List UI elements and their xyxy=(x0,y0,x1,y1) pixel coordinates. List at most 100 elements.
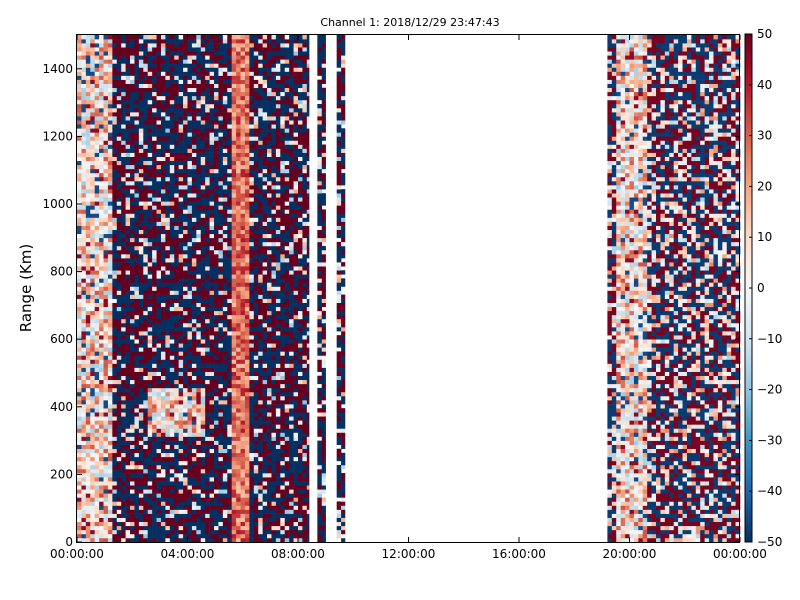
heatmap-cell xyxy=(156,513,162,518)
heatmap-cell xyxy=(143,314,149,320)
heatmap-cell xyxy=(81,440,87,445)
heatmap-cell xyxy=(130,440,135,445)
heatmap-cell xyxy=(143,262,149,267)
heatmap-cell xyxy=(116,249,122,255)
heatmap-cell xyxy=(160,521,166,527)
heatmap-cell xyxy=(200,497,206,502)
heatmap-cell xyxy=(125,201,131,206)
heatmap-cell xyxy=(90,387,95,393)
heatmap-cell xyxy=(99,420,104,425)
heatmap-cell xyxy=(81,468,87,474)
heatmap-cell xyxy=(236,440,241,445)
heatmap-cell xyxy=(165,217,171,222)
heatmap-cell xyxy=(227,47,232,52)
heatmap-cell xyxy=(218,51,224,56)
heatmap-cell xyxy=(244,440,250,445)
heatmap-cell xyxy=(200,428,206,433)
heatmap-cell xyxy=(191,201,197,206)
heatmap-cell xyxy=(99,351,104,356)
heatmap-cell xyxy=(174,537,179,543)
heatmap-cell xyxy=(81,75,87,80)
heatmap-cell xyxy=(222,400,228,405)
heatmap-cell xyxy=(81,355,87,360)
heatmap-cell xyxy=(187,164,193,170)
heatmap-cell xyxy=(138,144,144,149)
heatmap-cell xyxy=(94,189,100,194)
heatmap-cell xyxy=(240,493,246,498)
heatmap-cell xyxy=(240,339,246,344)
heatmap-cell xyxy=(125,529,131,535)
heatmap-cell xyxy=(174,428,179,433)
heatmap-cell xyxy=(183,63,188,68)
heatmap-cell xyxy=(222,95,228,101)
heatmap-cell xyxy=(191,464,197,470)
heatmap-cell xyxy=(156,339,162,344)
heatmap-cell xyxy=(125,383,131,389)
heatmap-cell xyxy=(209,217,215,222)
heatmap-cell xyxy=(222,302,228,308)
heatmap-cell xyxy=(178,274,184,279)
heatmap-cell xyxy=(130,225,135,230)
heatmap-cell xyxy=(236,144,241,149)
heatmap-cell xyxy=(240,241,246,247)
heatmap-cell xyxy=(156,529,162,535)
heatmap-cell xyxy=(134,517,140,523)
heatmap-cell xyxy=(209,274,215,279)
heatmap-cell xyxy=(94,71,100,76)
heatmap-cell xyxy=(125,387,131,393)
heatmap-cell xyxy=(112,282,118,287)
heatmap-cell xyxy=(209,245,215,251)
heatmap-cell xyxy=(165,95,171,101)
heatmap-cell xyxy=(130,172,135,178)
heatmap-cell xyxy=(244,509,250,514)
heatmap-cell xyxy=(107,408,113,413)
heatmap-cell xyxy=(209,310,215,316)
heatmap-cell xyxy=(187,278,193,283)
heatmap-cell xyxy=(90,99,95,105)
heatmap-cell xyxy=(94,172,100,178)
heatmap-cell xyxy=(112,108,118,113)
heatmap-cell xyxy=(99,424,104,429)
heatmap-cell xyxy=(138,424,144,429)
heatmap-cell xyxy=(160,395,166,401)
heatmap-cell xyxy=(130,233,135,239)
heatmap-cell xyxy=(218,176,224,182)
heatmap-cell xyxy=(174,241,179,247)
heatmap-cell xyxy=(125,35,131,40)
heatmap-cell xyxy=(81,452,87,458)
heatmap-cell xyxy=(244,47,250,52)
heatmap-cell xyxy=(169,379,175,385)
heatmap-cell xyxy=(85,67,91,72)
heatmap-cell xyxy=(112,424,118,429)
heatmap-cell xyxy=(178,120,184,125)
heatmap-cell xyxy=(205,209,210,214)
heatmap-cell xyxy=(231,160,237,166)
heatmap-cell xyxy=(121,383,126,389)
heatmap-cell xyxy=(218,241,224,247)
heatmap-cell xyxy=(160,335,166,340)
heatmap-cell xyxy=(174,176,179,182)
heatmap-cell xyxy=(244,363,250,368)
heatmap-cell xyxy=(187,359,193,364)
heatmap-cell xyxy=(77,241,82,247)
heatmap-cell xyxy=(227,509,232,514)
heatmap-cell xyxy=(147,400,153,405)
heatmap-cell xyxy=(138,241,144,247)
heatmap-cell xyxy=(94,322,100,328)
heatmap-cell xyxy=(99,306,104,312)
heatmap-cell xyxy=(196,282,202,287)
heatmap-cell xyxy=(231,213,237,218)
heatmap-cell xyxy=(200,209,206,214)
heatmap-cell xyxy=(196,152,202,157)
heatmap-cell xyxy=(112,343,118,348)
heatmap-cell xyxy=(94,452,100,458)
heatmap-cell xyxy=(227,416,232,421)
heatmap-cell xyxy=(94,456,100,462)
heatmap-cell xyxy=(147,249,153,255)
heatmap-cell xyxy=(147,432,153,437)
heatmap-cell xyxy=(191,298,197,303)
heatmap-cell xyxy=(81,416,87,421)
heatmap-cell xyxy=(169,201,175,206)
heatmap-cell xyxy=(94,314,100,320)
heatmap-cell xyxy=(205,318,210,324)
